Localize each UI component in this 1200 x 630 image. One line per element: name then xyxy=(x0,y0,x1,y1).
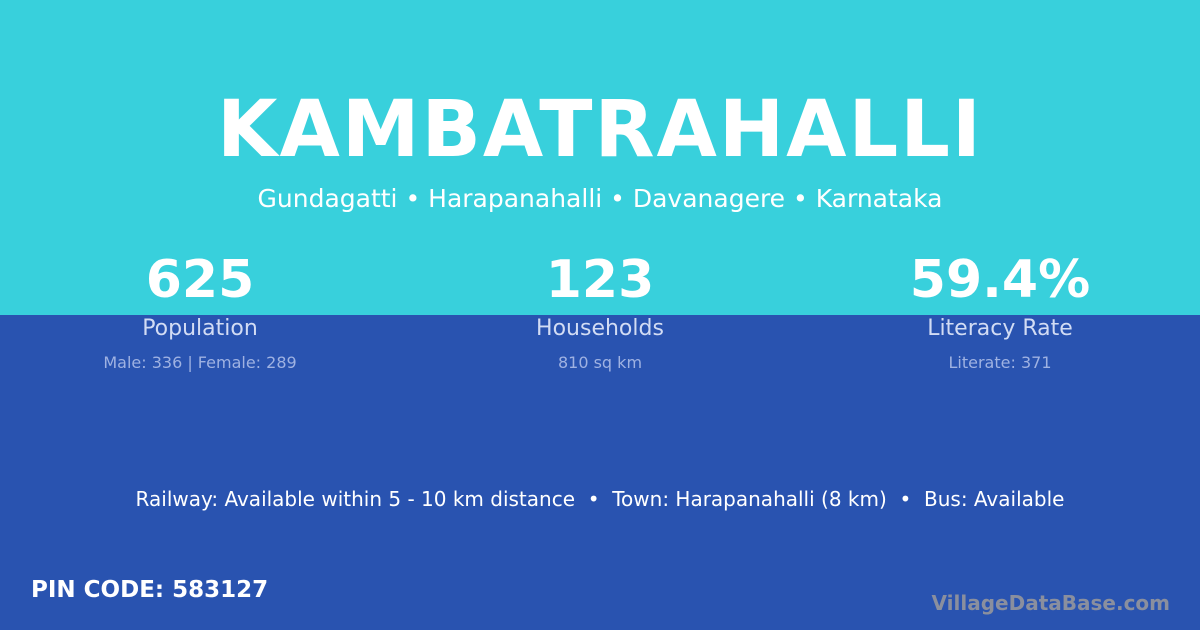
stat-value: 123 xyxy=(545,250,655,310)
stat-label: Literacy Rate xyxy=(927,316,1073,341)
header-band xyxy=(0,0,1200,315)
stat-literacy: 59.4% Literacy Rate Literate: 371 xyxy=(800,248,1200,374)
watermark-logo: VillageDataBase.com xyxy=(931,591,1170,615)
stat-detail: 810 sq km xyxy=(557,353,643,372)
stat-label: Population xyxy=(142,316,258,341)
stat-households: 123 Households 810 sq km xyxy=(400,248,800,374)
pin-code: PIN CODE: 583127 xyxy=(31,577,269,603)
stat-detail: Male: 336 | Female: 289 xyxy=(103,353,297,372)
village-title: KAMBATRAHALLI xyxy=(217,85,983,175)
stat-population: 625 Population Male: 336 | Female: 289 xyxy=(0,248,400,374)
stat-value: 59.4% xyxy=(909,250,1091,310)
stat-detail: Literate: 371 xyxy=(948,353,1052,372)
location-breadcrumb: Gundagatti • Harapanahalli • Davanagere … xyxy=(257,184,943,213)
amenities-info: Railway: Available within 5 - 10 km dist… xyxy=(135,487,1065,511)
stat-value: 625 xyxy=(145,250,255,310)
stat-label: Households xyxy=(536,316,664,341)
